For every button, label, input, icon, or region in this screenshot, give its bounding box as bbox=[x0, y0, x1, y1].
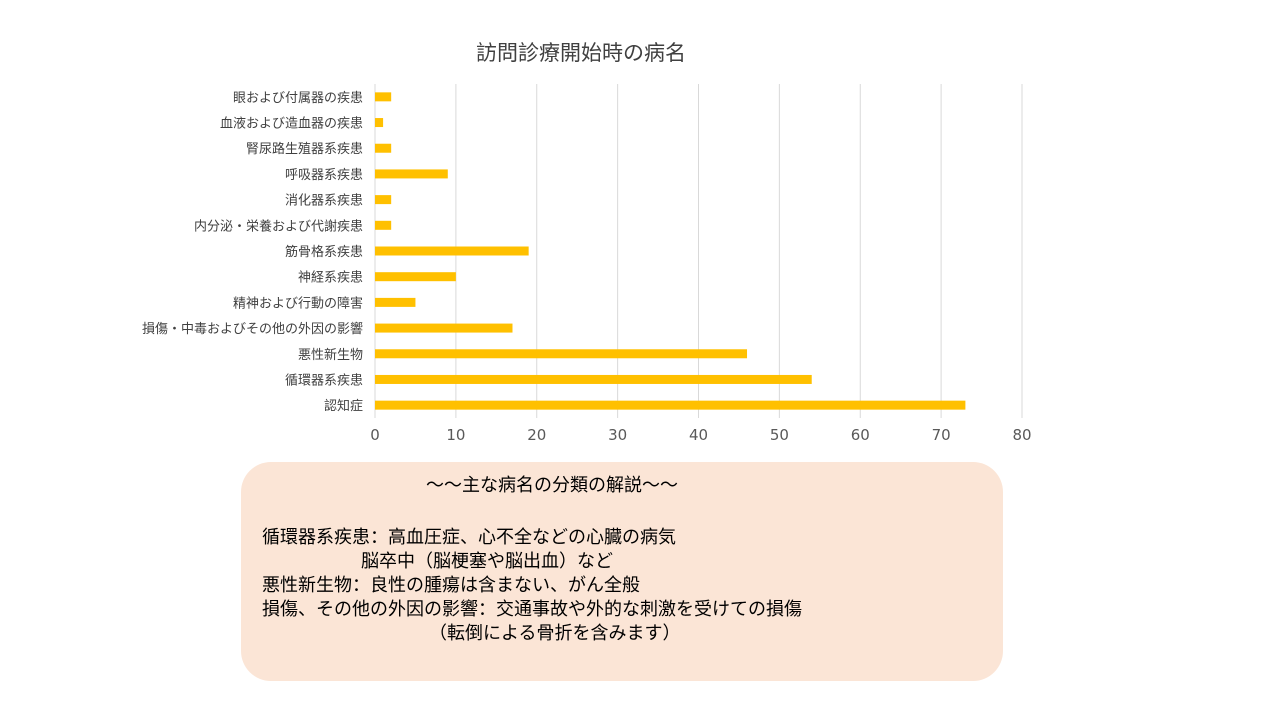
bar bbox=[375, 374, 812, 384]
category-label: 内分泌・栄養および代謝疾患 bbox=[194, 218, 363, 234]
bar bbox=[375, 92, 392, 102]
category-label: 神経系疾患 bbox=[298, 271, 363, 286]
category-label: 呼吸器系疾患 bbox=[285, 168, 363, 183]
explanation-line-stroke: 脳卒中（脳梗塞や脳出血）など bbox=[361, 551, 613, 572]
x-tick-label: 40 bbox=[689, 426, 708, 444]
category-label: 精神および行動の障害 bbox=[233, 295, 363, 311]
category-label: 損傷・中毒およびその他の外因の影響 bbox=[142, 321, 363, 337]
bar bbox=[375, 169, 448, 179]
explanation-line-malignant: 悪性新生物：良性の腫瘍は含まない、がん全般 bbox=[262, 575, 640, 596]
bar bbox=[375, 195, 392, 205]
x-tick-label: 10 bbox=[446, 426, 465, 444]
bar bbox=[375, 349, 748, 359]
x-tick-label: 80 bbox=[1012, 426, 1031, 444]
bar bbox=[375, 118, 384, 128]
x-tick-label: 0 bbox=[370, 426, 380, 444]
explanation-box: ～～主な病名の分類の解説～～ 循環器系疾患：高血圧症、心不全などの心臓の病気 脳… bbox=[241, 462, 1003, 681]
x-tick-label: 70 bbox=[932, 426, 951, 444]
x-tick-label: 60 bbox=[851, 426, 870, 444]
x-tick-label: 30 bbox=[608, 426, 627, 444]
category-label: 眼および付属器の疾患 bbox=[233, 91, 363, 106]
chart-title: 訪問診療開始時の病名 bbox=[476, 41, 686, 65]
category-label: 悪性新生物 bbox=[298, 347, 363, 363]
category-label: 腎尿路生殖器系疾患 bbox=[246, 141, 363, 157]
category-label: 血液および造血器の疾患 bbox=[220, 117, 363, 132]
category-labels: 眼および付属器の疾患血液および造血器の疾患腎尿路生殖器系疾患呼吸器系疾患消化器系… bbox=[142, 91, 363, 414]
bar bbox=[375, 323, 513, 333]
explanation-line-fracture: （転倒による骨折を含みます） bbox=[429, 623, 681, 644]
bar bbox=[375, 297, 416, 307]
bar bbox=[375, 246, 529, 256]
bar bbox=[375, 143, 392, 153]
bar-chart: 訪問診療開始時の病名 眼および付属器の疾患血液および造血器の疾患腎尿路生殖器系疾… bbox=[142, 41, 1032, 444]
category-label: 認知症 bbox=[324, 398, 363, 414]
category-label: 循環器系疾患 bbox=[285, 373, 363, 388]
grid-layer bbox=[374, 84, 1023, 418]
x-axis-tick-labels: 0 10 20 30 40 50 60 70 80 bbox=[370, 426, 1031, 444]
x-tick-label: 50 bbox=[770, 426, 789, 444]
bar-layer bbox=[375, 92, 966, 410]
bar bbox=[375, 272, 456, 282]
bar bbox=[375, 400, 966, 410]
explanation-heading: ～～主な病名の分類の解説～～ bbox=[426, 475, 678, 496]
explanation-line-injury: 損傷、その他の外因の影響：交通事故や外的な刺激を受けての損傷 bbox=[262, 599, 802, 620]
category-label: 消化器系疾患 bbox=[285, 194, 363, 209]
category-label: 筋骨格系疾患 bbox=[285, 244, 363, 260]
bar bbox=[375, 220, 392, 230]
explanation-line-circulatory: 循環器系疾患：高血圧症、心不全などの心臓の病気 bbox=[262, 527, 676, 548]
x-tick-label: 20 bbox=[527, 426, 546, 444]
